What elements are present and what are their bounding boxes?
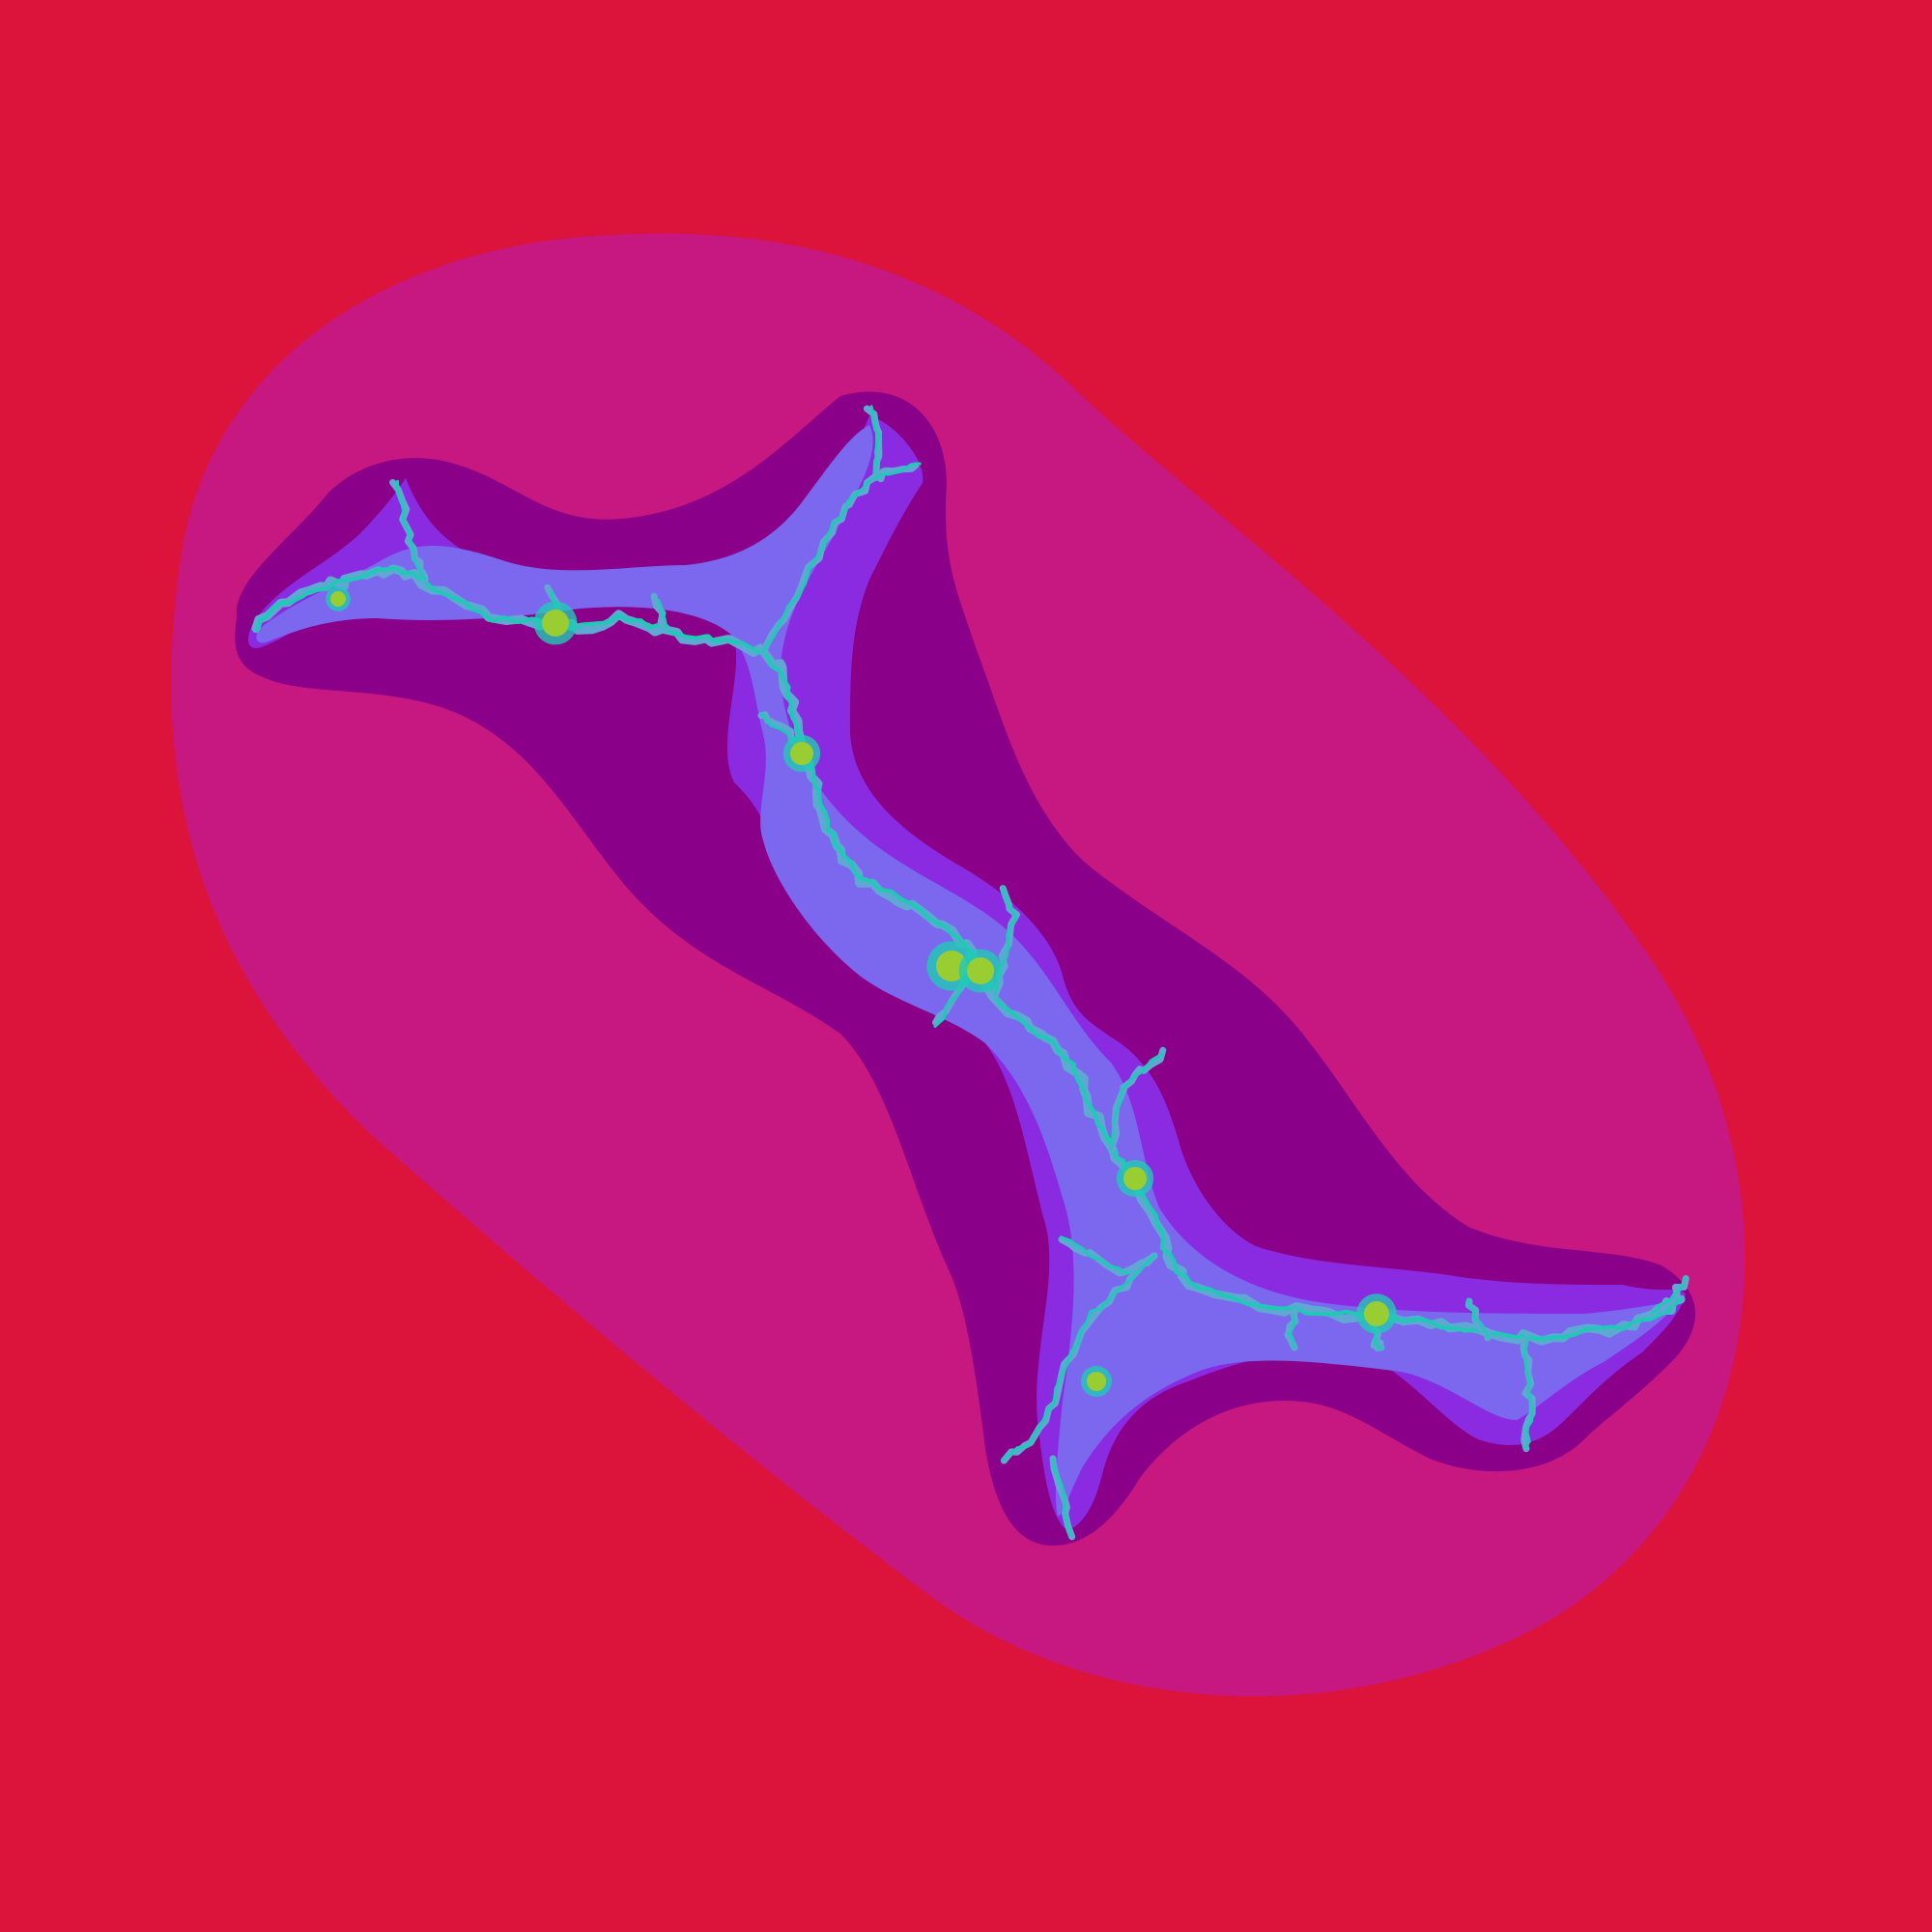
filament-branch <box>1522 1336 1534 1449</box>
filament-branch <box>1287 1314 1296 1350</box>
hotspot <box>790 742 813 765</box>
filament-main <box>255 566 1683 1342</box>
filament-branch <box>1002 1254 1156 1461</box>
hotspot <box>967 957 994 984</box>
filament-branch <box>759 712 804 746</box>
filament-branch <box>761 405 881 654</box>
hotspot <box>1123 1167 1147 1190</box>
hotspot <box>542 610 569 637</box>
filament-branch <box>872 462 922 480</box>
hotspot <box>1087 1372 1106 1391</box>
filament-branch <box>1466 1297 1490 1340</box>
hotspot-group <box>326 586 1397 1397</box>
filament-branch <box>396 479 427 582</box>
filament-branch <box>1109 1053 1164 1151</box>
filament-branch <box>1051 1457 1073 1537</box>
hotspot <box>1364 1301 1389 1326</box>
filament-branch <box>657 599 668 630</box>
filament-branch <box>1650 1276 1687 1316</box>
hotspot <box>330 591 346 607</box>
